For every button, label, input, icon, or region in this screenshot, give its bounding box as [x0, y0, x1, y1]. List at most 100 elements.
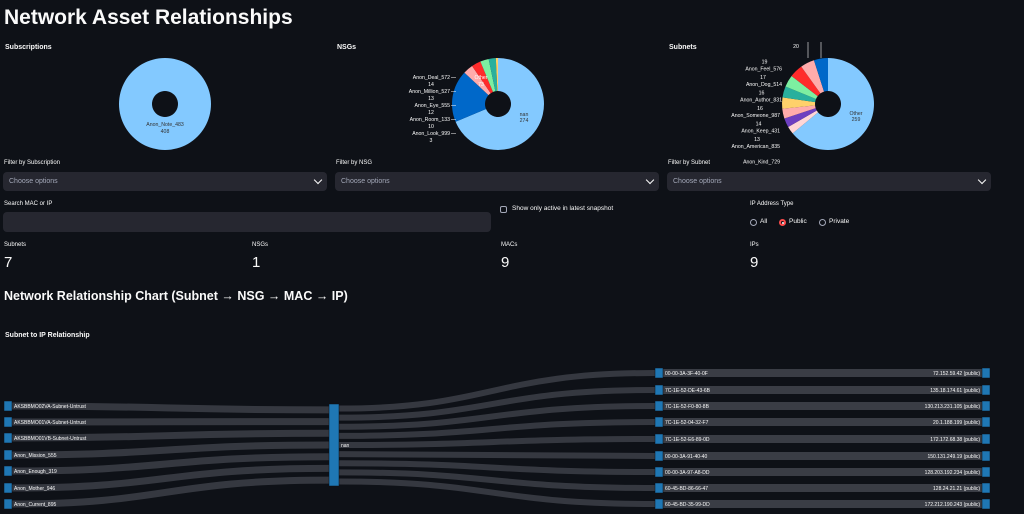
donut-slice[interactable]: [792, 58, 874, 150]
sankey-link: [338, 460, 656, 475]
sankey-node-ip[interactable]: [981, 466, 991, 478]
donut-slice[interactable]: [791, 66, 821, 97]
filter-subscription-placeholder: Choose options: [9, 178, 58, 185]
metric-ips-value: 9: [750, 254, 759, 271]
annotation-label: Anon_Million_527: [409, 89, 450, 95]
sankey-link: [663, 484, 982, 492]
sankey-node-subnet[interactable]: [3, 465, 13, 477]
annotation-value: 17: [760, 75, 766, 81]
sankey-node-mac[interactable]: [654, 482, 664, 494]
sankey-link: [338, 370, 656, 412]
filter-nsg-placeholder: Choose options: [341, 178, 390, 185]
donut-slice[interactable]: [782, 97, 816, 109]
donut-slice[interactable]: [495, 58, 498, 92]
ip-type-radio-all[interactable]: [750, 219, 757, 226]
sankey-chart[interactable]: AKSBBMO02VA-Subnet-Untrust AKSBBMO01VA-Su…: [0, 355, 1024, 514]
sankey-title: Subnet to IP Relationship: [5, 332, 90, 339]
filter-subnet-select[interactable]: Choose options: [667, 172, 991, 191]
sankey-node-subnet[interactable]: [3, 400, 13, 412]
donut-slice[interactable]: [782, 105, 816, 119]
sankey-node-subnet[interactable]: [3, 432, 13, 444]
sankey-label-subnet: Anon_Mission_555: [14, 453, 57, 459]
search-input[interactable]: [3, 212, 491, 232]
sankey-node-mac[interactable]: [654, 466, 664, 478]
annotation-value: 13: [754, 137, 760, 143]
annotation-value: 14: [756, 122, 762, 128]
donut-slice[interactable]: [784, 108, 817, 127]
ip-type-radio-private[interactable]: [819, 219, 826, 226]
donut-slice[interactable]: [813, 58, 828, 92]
sankey-node-ip[interactable]: [981, 482, 991, 494]
sankey-label-ip: 150.131.249.19 (public): [927, 454, 980, 460]
donut-slice[interactable]: [472, 61, 494, 94]
sankey-node-subnet[interactable]: [3, 482, 13, 494]
sankey-link: [11, 453, 330, 475]
sankey-node-ip[interactable]: [981, 416, 991, 428]
annotation-label: Anon_American_835: [732, 144, 781, 150]
donut-slice[interactable]: [801, 60, 825, 94]
sankey-node-mac[interactable]: [654, 433, 664, 445]
sankey-label-mac: 00-00-3A-97-A8-DD: [665, 470, 710, 476]
ip-type-label: IP Address Type: [750, 201, 794, 207]
sankey-label-nsg: nan: [341, 443, 350, 449]
donut-slice[interactable]: [455, 58, 544, 150]
sankey-node-mac[interactable]: [654, 450, 664, 462]
donut-slice[interactable]: [782, 86, 816, 103]
sankey-node-mac[interactable]: [654, 416, 664, 428]
donut-slice[interactable]: [118, 58, 211, 150]
sankey-node-subnet[interactable]: [3, 449, 13, 461]
donut-slice[interactable]: [788, 110, 819, 134]
sankey-label-subnet: AKSBBMO01VA-Subnet-Untrust: [14, 420, 86, 426]
donut-slice[interactable]: [488, 58, 498, 92]
sankey-label-subnet: Anon_Enough_319: [14, 469, 57, 475]
sankey-node-ip[interactable]: [981, 367, 991, 379]
filter-nsg-select[interactable]: Choose options: [335, 172, 659, 191]
slice-value: 408: [161, 129, 170, 135]
donut-slice[interactable]: [785, 75, 818, 100]
sankey-node-ip[interactable]: [981, 384, 991, 396]
active-snapshot-checkbox[interactable]: [500, 206, 507, 213]
sankey-label-mac: 7C-1E-52-DE-43-6B: [665, 388, 711, 394]
sankey-label-mac: 7C-1E-52-F0-80-8B: [665, 404, 710, 410]
filter-subnet-label: Filter by Subnet: [668, 160, 711, 166]
sankey-link: [338, 451, 656, 459]
annotation-label: Anon_Dog_514: [746, 82, 782, 88]
sankey-node-subnet[interactable]: [3, 498, 13, 510]
sankey-node-mac[interactable]: [654, 384, 664, 396]
sankey-node-ip[interactable]: [981, 450, 991, 462]
annotation-value: 13: [428, 96, 434, 102]
filter-nsg-label: Filter by NSG: [336, 160, 373, 166]
donut-slice[interactable]: [464, 65, 491, 96]
chevron-down-icon: [977, 175, 987, 185]
annotation-label: Anon_Look_999: [412, 131, 450, 137]
ip-type-option-all: All: [760, 218, 768, 225]
sankey-node-mac[interactable]: [654, 367, 664, 379]
ip-type-radio-public[interactable]: [779, 219, 786, 226]
sankey-label-mac: 60-45-BD-35-99-DD: [665, 502, 710, 508]
metric-subnets-value: 7: [4, 254, 13, 271]
sankey-node-mac[interactable]: [654, 400, 664, 412]
sankey-node-ip[interactable]: [981, 498, 991, 510]
page-title: Network Asset Relationships: [4, 6, 293, 29]
sankey-node-ip[interactable]: [981, 400, 991, 412]
sankey-link: [11, 429, 330, 442]
sankey-label-ip: 172.172.68.38 (public): [930, 437, 980, 443]
donut-slice[interactable]: [480, 58, 496, 92]
filter-subscription-select[interactable]: Choose options: [3, 172, 327, 191]
slice-value: 274: [520, 118, 529, 124]
metric-macs-value: 9: [501, 254, 510, 271]
sankey-label-ip: 135.18.174.61 (public): [930, 388, 980, 394]
sankey-node-mac[interactable]: [654, 498, 664, 510]
sankey-label-ip: 72.152.59.42 (public): [933, 371, 980, 377]
ip-type-option-private: Private: [829, 218, 850, 225]
sankey-node-ip[interactable]: [981, 433, 991, 445]
sankey-link: [11, 402, 330, 414]
filter-subnet-placeholder: Choose options: [673, 178, 722, 185]
annotation-label: Anon_Deal_572: [413, 75, 450, 81]
sankey-node-nsg[interactable]: [328, 403, 340, 487]
donut-slice[interactable]: [452, 72, 489, 122]
sankey-node-subnet[interactable]: [3, 416, 13, 428]
